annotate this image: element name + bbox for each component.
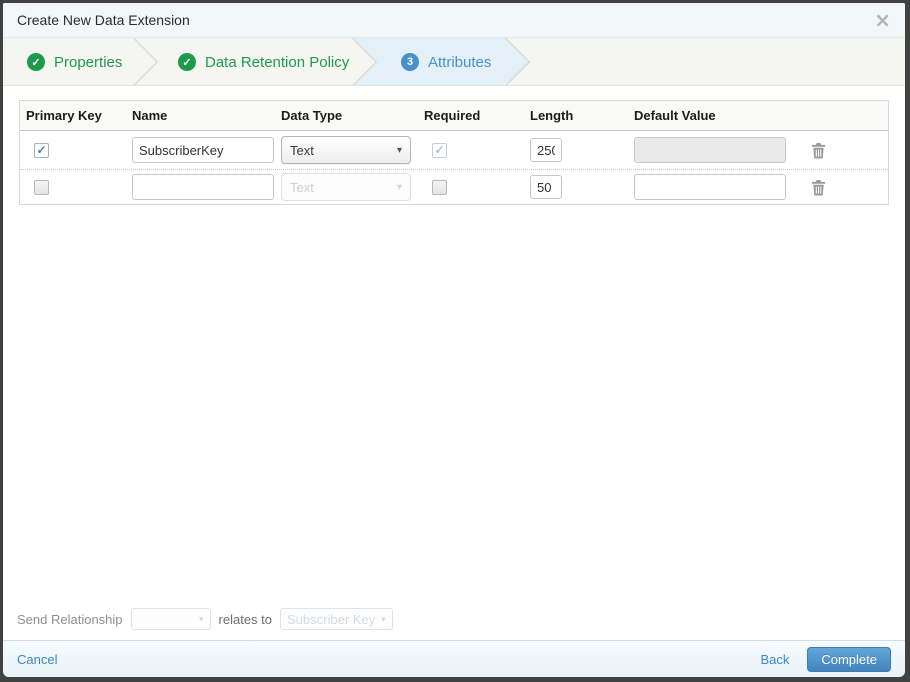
step-label: Properties	[54, 53, 123, 71]
name-input[interactable]	[132, 137, 274, 163]
data-type-value: Text	[290, 142, 314, 158]
caret-down-icon: ▾	[199, 613, 204, 624]
delete-row-button[interactable]	[811, 142, 826, 159]
required-checkbox[interactable]	[432, 179, 447, 195]
send-relationship-select: ▾	[130, 608, 211, 630]
step-label: Data Retention Policy	[205, 53, 350, 71]
cancel-link[interactable]: Cancel	[17, 651, 58, 667]
attribute-row-2: Text ▾	[20, 169, 888, 204]
send-relationship-row: Send Relationship ▾ relates to Subscribe…	[3, 598, 905, 640]
data-type-select[interactable]: Text ▾	[281, 136, 411, 164]
table-header-row: Primary Key Name Data Type Required Leng…	[20, 101, 888, 131]
caret-down-icon: ▾	[396, 144, 402, 156]
column-header-data-type: Data Type	[281, 108, 343, 123]
name-input[interactable]	[132, 174, 274, 200]
primary-key-checkbox[interactable]	[34, 179, 49, 195]
trash-icon	[811, 142, 826, 158]
default-value-input[interactable]	[634, 174, 786, 200]
step-properties[interactable]: ✓ Properties	[27, 38, 123, 85]
create-data-extension-dialog: Create New Data Extension × ✓ Properties…	[3, 3, 905, 677]
column-header-length: Length	[530, 108, 574, 123]
check-badge-icon: ✓	[27, 53, 45, 71]
complete-button[interactable]: Complete	[807, 646, 891, 672]
relates-to-label: relates to	[218, 611, 273, 627]
trash-icon	[811, 179, 826, 195]
delete-row-button[interactable]	[811, 179, 826, 196]
default-value-input	[634, 137, 786, 163]
dialog-footer: Cancel Back Complete	[3, 640, 905, 677]
step-data-retention-policy[interactable]: ✓ Data Retention Policy	[178, 38, 350, 85]
step-number-badge: 3	[401, 53, 419, 71]
column-header-name: Name	[132, 108, 168, 123]
back-link[interactable]: Back	[760, 651, 790, 667]
send-relationship-label: Send Relationship	[17, 611, 123, 627]
close-icon[interactable]: ×	[874, 8, 891, 32]
required-checkbox: ✓	[432, 142, 447, 158]
attribute-row-1: ✓ Text ▾ ✓	[20, 131, 888, 169]
dialog-content: Primary Key Name Data Type Required Leng…	[3, 86, 905, 640]
data-type-select: Text ▾	[281, 173, 411, 201]
attributes-table: Primary Key Name Data Type Required Leng…	[19, 100, 889, 205]
column-header-default-value: Default Value	[634, 108, 716, 123]
wizard-step-bar: ✓ Properties ✓ Data Retention Policy 3 A…	[3, 38, 905, 86]
length-input[interactable]	[530, 175, 562, 199]
step-label: Attributes	[428, 53, 492, 71]
subscriber-key-value: Subscriber Key	[287, 611, 376, 627]
column-header-primary-key: Primary Key	[26, 108, 102, 123]
length-input[interactable]	[530, 138, 562, 162]
caret-down-icon: ▾	[381, 613, 386, 624]
active-step-highlight	[353, 38, 530, 86]
dialog-title: Create New Data Extension	[17, 12, 190, 28]
primary-key-checkbox[interactable]: ✓	[34, 142, 49, 158]
subscriber-key-select: Subscriber Key ▾	[280, 608, 393, 630]
check-badge-icon: ✓	[178, 53, 196, 71]
column-header-required: Required	[424, 108, 481, 123]
data-type-value: Text	[290, 179, 314, 195]
dialog-titlebar: Create New Data Extension ×	[3, 3, 905, 38]
caret-down-icon: ▾	[396, 181, 402, 193]
step-attributes[interactable]: 3 Attributes	[401, 38, 492, 85]
